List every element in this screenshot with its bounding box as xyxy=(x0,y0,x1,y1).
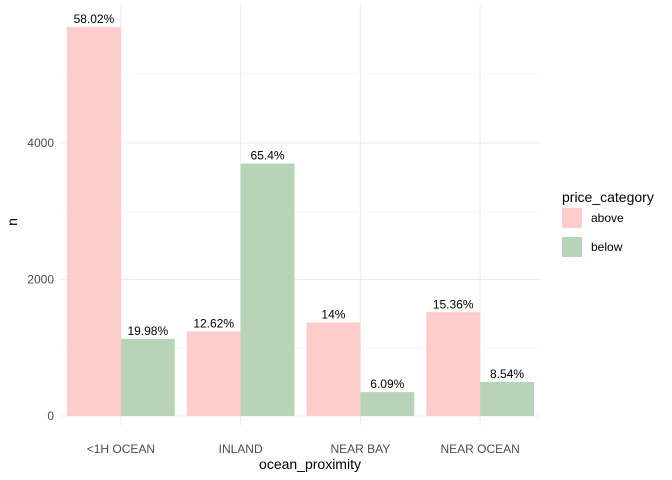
data-label: 15.36% xyxy=(433,297,474,311)
y-tick-label: 0 xyxy=(47,409,54,423)
legend: price_category above below xyxy=(562,189,654,257)
legend-key-below xyxy=(562,237,582,257)
data-label: 8.54% xyxy=(490,367,524,381)
bars xyxy=(66,26,535,416)
x-axis-title: ocean_proximity xyxy=(259,456,361,472)
bar-below-1 xyxy=(240,163,295,416)
x-tick-label: NEAR OCEAN xyxy=(440,442,519,456)
data-label: 6.09% xyxy=(370,377,404,391)
data-label: 58.02% xyxy=(74,12,115,26)
bar-below-0 xyxy=(120,338,175,416)
legend-key-above xyxy=(562,208,582,228)
data-label: 19.98% xyxy=(127,324,168,338)
y-axis-ticks: 0 2000 4000 xyxy=(27,136,54,423)
bar-below-2 xyxy=(360,392,415,416)
x-tick-label: <1H OCEAN xyxy=(87,442,155,456)
bar-above-3 xyxy=(426,312,481,416)
y-tick-label: 2000 xyxy=(27,273,54,287)
bar-above-1 xyxy=(186,331,241,416)
x-axis-ticks: <1H OCEAN INLAND NEAR BAY NEAR OCEAN xyxy=(87,442,520,456)
bar-above-2 xyxy=(306,322,361,416)
legend-items: above below xyxy=(562,208,624,257)
bar-below-3 xyxy=(480,381,535,416)
y-axis-title: n xyxy=(4,218,20,226)
data-label: 12.62% xyxy=(193,316,234,330)
x-tick-label: NEAR BAY xyxy=(330,442,390,456)
data-label: 14% xyxy=(321,307,345,321)
legend-label: below xyxy=(591,240,623,254)
x-tick-label: INLAND xyxy=(219,442,263,456)
legend-title: price_category xyxy=(562,189,654,205)
data-label: 65.4% xyxy=(251,148,285,162)
legend-label: above xyxy=(591,211,624,225)
data-labels: 58.02% 12.62% 14% 15.36% 19.98% 65.4% 6.09% 8.5… xyxy=(74,12,525,391)
bar-above-0 xyxy=(66,26,121,416)
y-tick-label: 4000 xyxy=(27,136,54,150)
